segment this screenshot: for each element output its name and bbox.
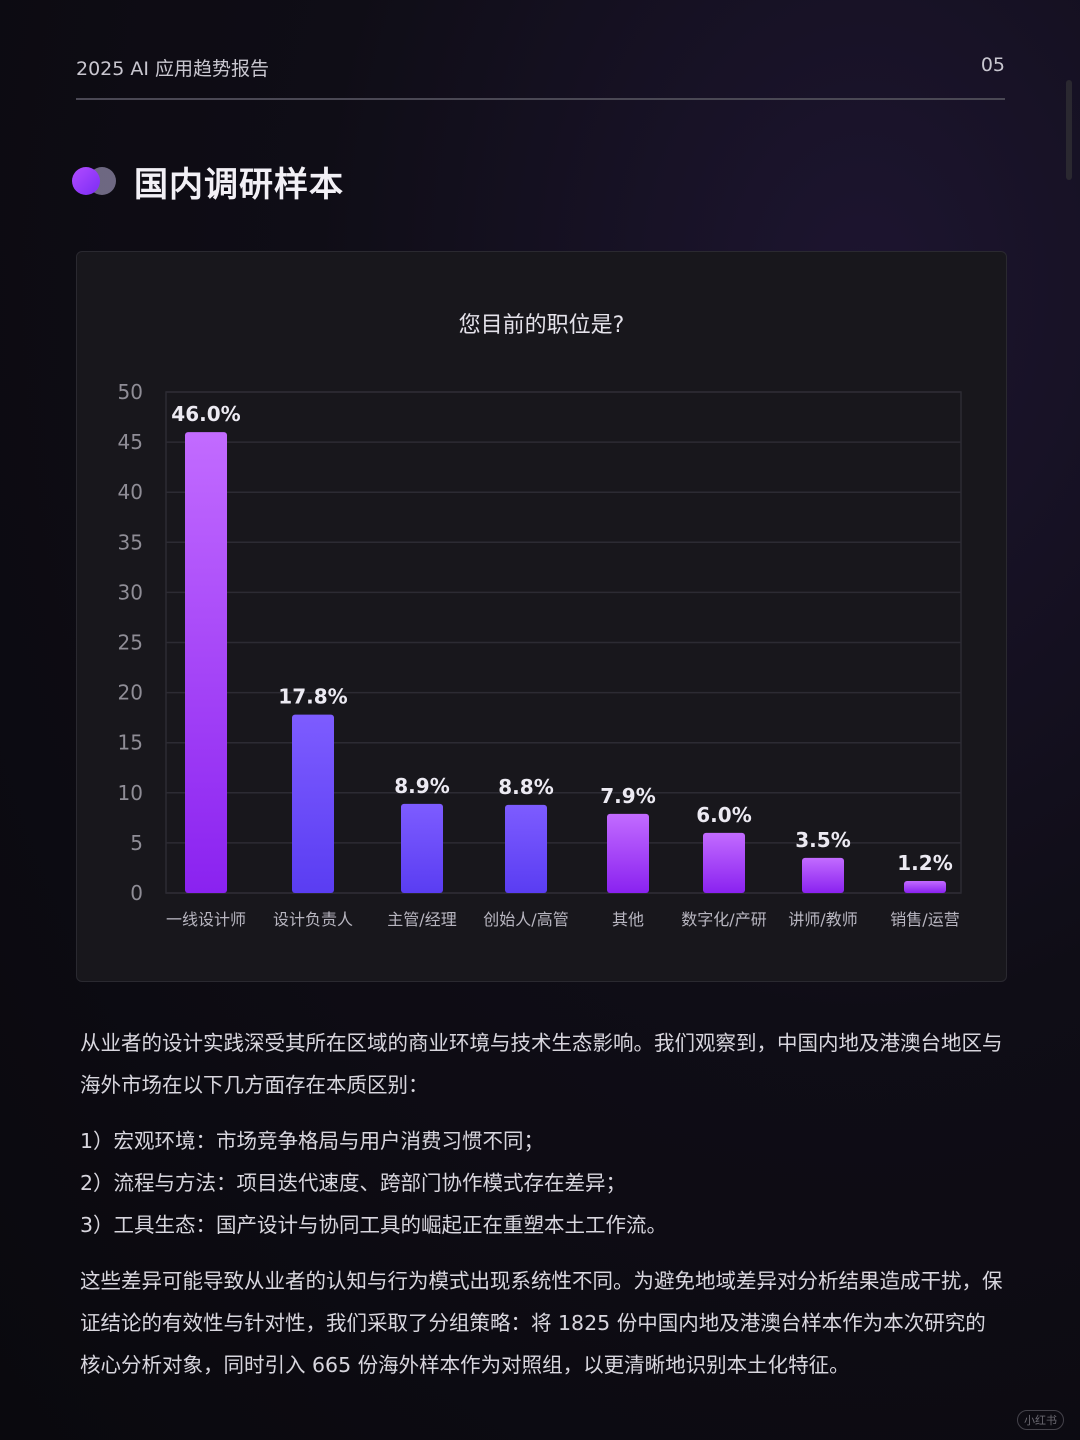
bar xyxy=(505,804,547,893)
y-tick-label: 5 xyxy=(130,831,143,855)
bar-value-label: 8.9% xyxy=(394,774,449,798)
y-tick-label: 0 xyxy=(130,881,143,905)
bar xyxy=(292,714,334,893)
x-tick-label: 数字化/产研 xyxy=(681,910,766,929)
bar-value-label: 46.0% xyxy=(171,402,240,426)
bar-value-label: 17.8% xyxy=(278,685,347,709)
bar xyxy=(904,880,946,893)
bar xyxy=(401,803,443,893)
y-tick-label: 35 xyxy=(118,530,143,554)
x-tick-label: 讲师/教师 xyxy=(788,910,857,929)
chart-card: 您目前的职位是? 0 5 10 15 20 25 30 35 40 45 50 46.0% 一线设计师 1… xyxy=(76,251,1007,982)
y-tick-label: 40 xyxy=(118,480,143,504)
body-text: 从业者的设计实践深受其所在区域的商业环境与技术生态影响。我们观察到，中国内地及港… xyxy=(80,1022,1005,1400)
y-tick-label: 50 xyxy=(118,380,143,404)
x-tick-label: 销售/运营 xyxy=(890,910,959,929)
paragraph-intro: 从业者的设计实践深受其所在区域的商业环境与技术生态影响。我们观察到，中国内地及港… xyxy=(80,1031,1003,1097)
list-item: 3）工具生态：国产设计与协同工具的崛起正在重塑本土工作流。 xyxy=(80,1213,668,1237)
y-tick-label: 45 xyxy=(118,430,143,454)
bar-value-label: 6.0% xyxy=(696,803,751,827)
list-item: 1）宏观环境：市场竞争格局与用户消费习惯不同； xyxy=(80,1129,545,1153)
y-tick-label: 30 xyxy=(118,580,143,604)
bar-value-label: 3.5% xyxy=(795,828,850,852)
bar-value-label: 8.8% xyxy=(498,775,553,799)
y-tick-label: 15 xyxy=(118,731,143,755)
bar xyxy=(802,857,844,893)
bar xyxy=(703,832,745,893)
section-title: 国内调研样本 xyxy=(134,164,344,205)
watermark-logo: 小红书 xyxy=(1017,1410,1064,1430)
list-item: 2）流程与方法：项目迭代速度、跨部门协作模式存在差异； xyxy=(80,1171,627,1195)
section-heading: 国内调研样本 xyxy=(72,156,344,206)
y-tick-label: 10 xyxy=(118,781,143,805)
report-title: 2025 AI 应用趋势报告 xyxy=(76,58,270,80)
paragraph-strategy: 这些差异可能导致从业者的认知与行为模式出现系统性不同。为避免地域差异对分析结果造… xyxy=(80,1269,1003,1377)
page-header: 2025 AI 应用趋势报告 05 xyxy=(76,52,1005,100)
bar-value-label: 1.2% xyxy=(897,851,952,875)
bar xyxy=(185,432,227,893)
x-tick-label: 创始人/高管 xyxy=(483,910,568,929)
y-tick-label: 25 xyxy=(118,631,143,655)
x-tick-label: 其他 xyxy=(612,910,644,929)
bar-value-label: 7.9% xyxy=(600,784,655,808)
bar-chart: 0 5 10 15 20 25 30 35 40 45 50 46.0% 一线设计师 17.8% 设计负责人… xyxy=(118,380,962,929)
scrollbar[interactable] xyxy=(1066,80,1072,180)
page-number: 05 xyxy=(980,54,1005,76)
y-tick-label: 20 xyxy=(118,681,143,705)
chart-title: 您目前的职位是? xyxy=(458,313,625,338)
x-tick-label: 设计负责人 xyxy=(273,910,353,929)
bar xyxy=(607,813,649,893)
section-dots-icon xyxy=(72,167,118,195)
x-tick-label: 一线设计师 xyxy=(166,910,246,929)
x-tick-label: 主管/经理 xyxy=(387,910,456,929)
